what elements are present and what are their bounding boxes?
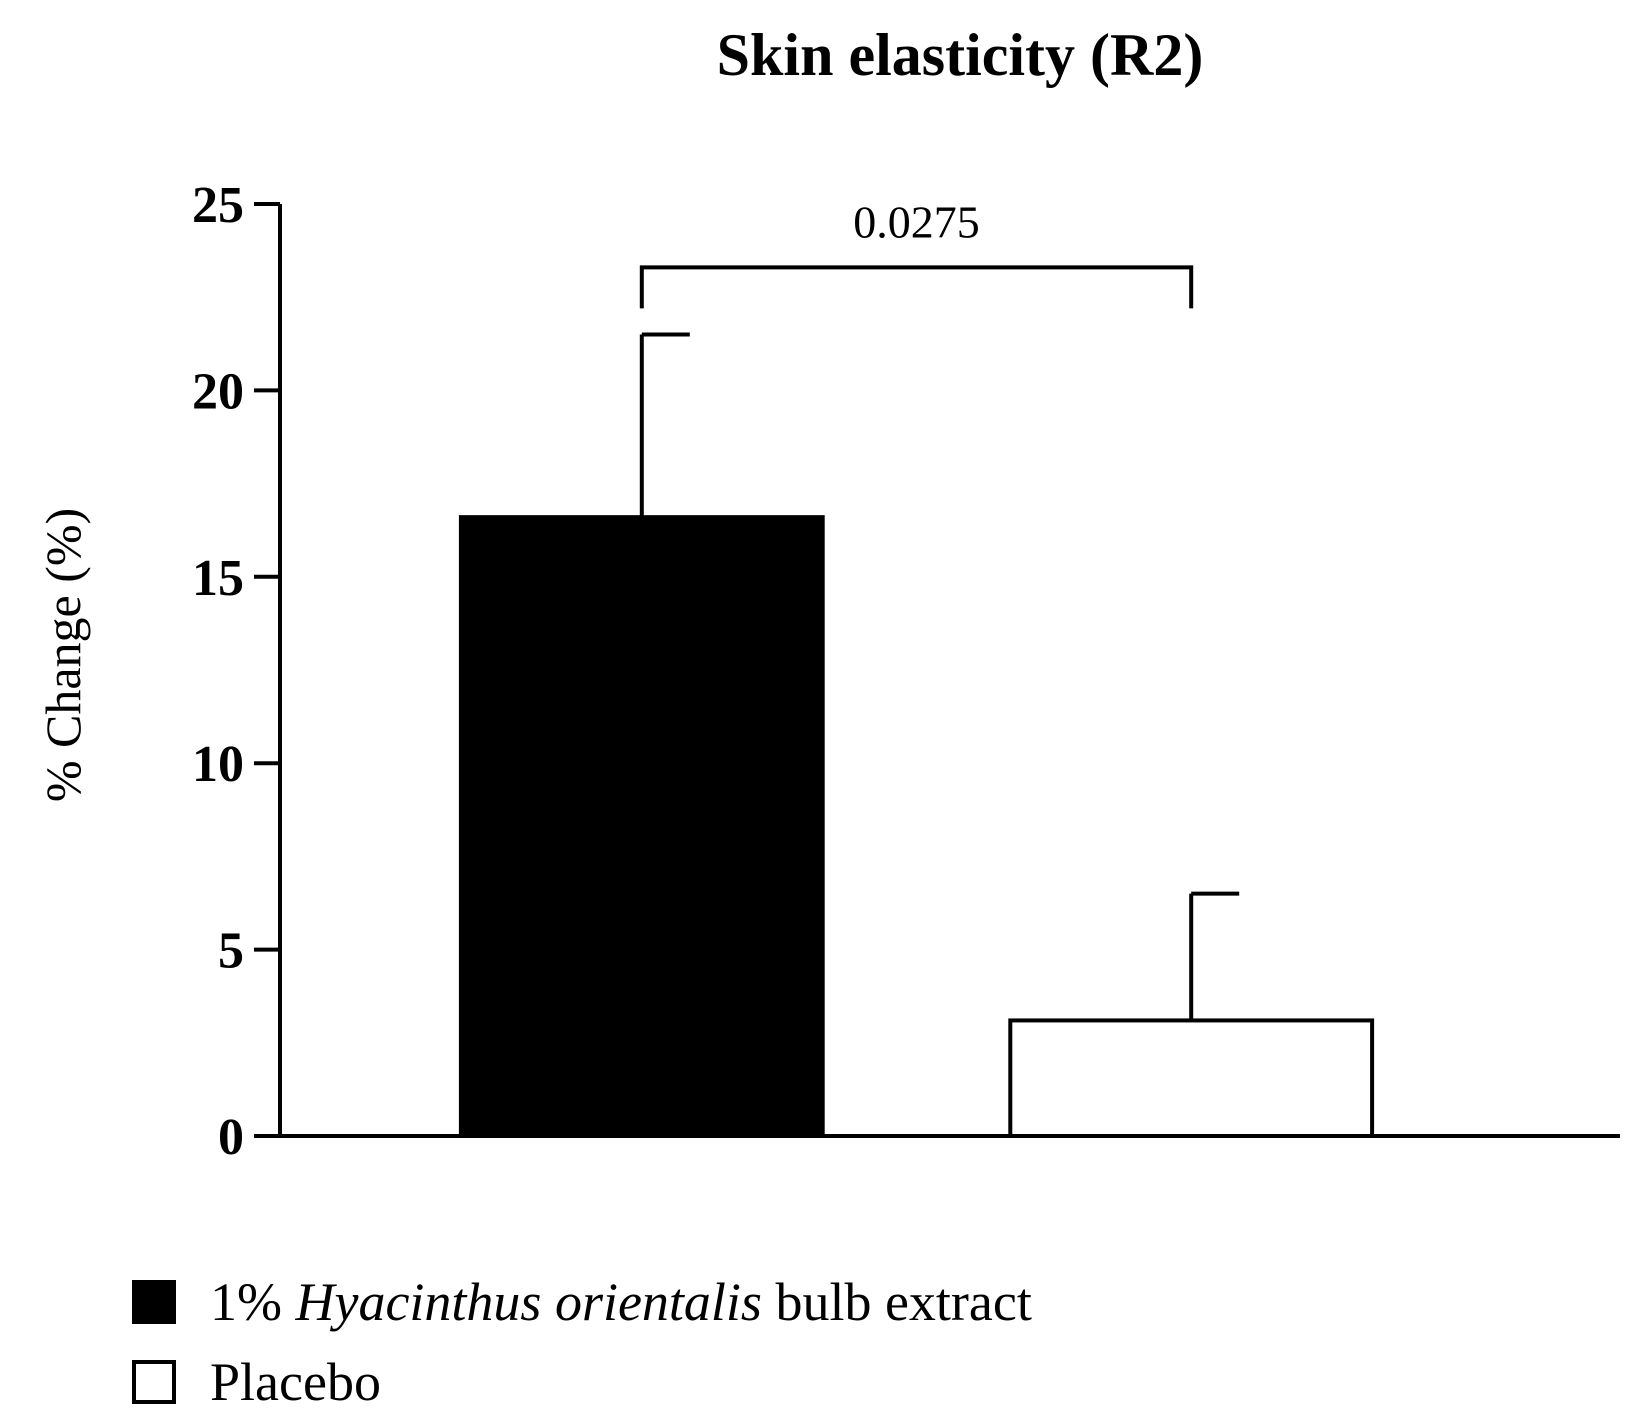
- legend-label-placebo: Placebo: [210, 1352, 381, 1412]
- y-tick-label: 20: [192, 363, 244, 420]
- bars: [458, 515, 1375, 1139]
- legend-item-placebo: Placebo: [132, 1342, 1032, 1422]
- y-tick-label: 25: [192, 177, 244, 234]
- p-value-label: 0.0275: [853, 196, 980, 247]
- y-axis-label: % Change (%): [35, 508, 91, 802]
- legend: 1% Hyacinthus orientalis bulb extract Pl…: [132, 1262, 1032, 1422]
- y-tick-label: 5: [218, 923, 244, 980]
- chart-title: Skin elasticity (R2): [717, 22, 1204, 88]
- bar: [1008, 1018, 1375, 1139]
- significance-bracket-group: 0.0275: [639, 196, 1194, 309]
- y-tick-label: 10: [192, 736, 244, 793]
- error-bars: [639, 332, 1240, 1021]
- legend-swatch-extract: [132, 1280, 176, 1324]
- legend-swatch-placebo: [132, 1360, 176, 1404]
- significance-bracket: [639, 265, 1194, 309]
- y-tick-label: 0: [218, 1109, 244, 1166]
- y-axis: 0 5 10 15 20 25: [192, 177, 282, 1166]
- y-tick-label: 15: [192, 550, 244, 607]
- bar: [458, 515, 825, 1138]
- legend-item-extract: 1% Hyacinthus orientalis bulb extract: [132, 1262, 1032, 1342]
- legend-label-extract: 1% Hyacinthus orientalis bulb extract: [210, 1272, 1032, 1332]
